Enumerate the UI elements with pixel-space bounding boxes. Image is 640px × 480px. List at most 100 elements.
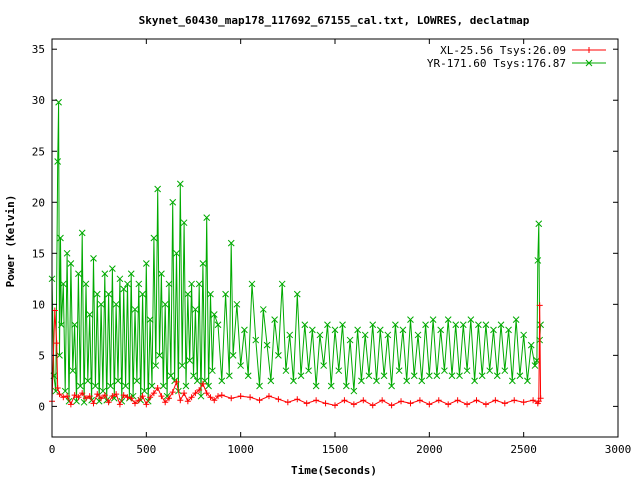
data-point [135, 280, 143, 288]
data-point [369, 402, 376, 409]
data-point [297, 372, 305, 380]
data-point [369, 321, 377, 329]
legend-swatch-marker [585, 59, 593, 67]
data-point [473, 397, 480, 404]
data-point [418, 377, 426, 385]
data-point [350, 401, 357, 408]
data-point [282, 367, 290, 375]
data-point [373, 377, 380, 385]
data-point [426, 401, 433, 408]
data-point [437, 326, 445, 334]
data-point [520, 331, 528, 339]
x-tick-label: 2500 [510, 443, 537, 456]
data-point [154, 185, 162, 193]
data-point [186, 357, 194, 364]
series-line [51, 102, 542, 403]
data-point [84, 377, 92, 385]
data-point [69, 367, 77, 375]
data-point [147, 394, 154, 401]
data-point [524, 377, 531, 385]
data-point [284, 399, 291, 406]
x-tick-label: 3000 [605, 443, 632, 456]
data-point [527, 341, 535, 349]
data-point [398, 398, 405, 405]
data-point [97, 300, 105, 308]
data-point [107, 382, 114, 390]
data-point [150, 390, 157, 397]
data-point [173, 249, 180, 257]
data-point [441, 367, 448, 375]
data-point [131, 306, 139, 313]
legend-swatch-marker [586, 47, 592, 53]
data-point [78, 229, 86, 237]
data-point [379, 397, 386, 404]
data-point [116, 401, 123, 408]
data-point [207, 290, 214, 298]
data-point [290, 377, 297, 385]
data-point [456, 372, 463, 380]
data-point [90, 400, 97, 407]
data-point [354, 326, 361, 334]
data-point [275, 396, 282, 403]
x-tick-label: 500 [136, 443, 156, 456]
data-point [275, 352, 282, 359]
data-point [536, 302, 543, 309]
data-point [535, 398, 542, 405]
data-point [122, 382, 129, 390]
data-point [54, 158, 62, 165]
data-point [56, 391, 63, 398]
data-point [214, 321, 222, 329]
data-point [414, 331, 422, 339]
data-point [98, 395, 105, 402]
data-point [416, 397, 423, 404]
data-point [53, 340, 60, 347]
data-point [360, 397, 367, 404]
data-point [139, 290, 146, 298]
data-point [534, 257, 542, 264]
data-point [82, 280, 90, 288]
series-xl [49, 302, 544, 409]
data-point [124, 394, 131, 401]
y-tick-label: 20 [32, 196, 45, 209]
data-point [222, 290, 229, 298]
data-point [271, 316, 278, 323]
data-point [199, 260, 207, 267]
data-point [205, 382, 212, 390]
data-point [161, 300, 169, 308]
data-point [244, 372, 252, 380]
data-point [114, 377, 122, 385]
y-tick-label: 30 [32, 94, 45, 107]
data-point [64, 393, 71, 400]
data-point [247, 394, 254, 401]
data-point [471, 377, 478, 385]
data-point [188, 394, 195, 401]
data-point [218, 377, 226, 385]
data-point [162, 399, 169, 406]
data-point [120, 285, 128, 293]
data-point [320, 362, 328, 369]
data-point [127, 270, 135, 278]
data-point [293, 290, 301, 298]
data-point [278, 280, 286, 288]
data-point [178, 362, 186, 369]
data-point [467, 316, 475, 323]
data-point [143, 401, 150, 408]
data-point [225, 372, 233, 380]
data-point [429, 316, 437, 323]
data-point [146, 316, 154, 323]
data-point [322, 400, 329, 407]
data-point [452, 321, 460, 329]
y-axis-label: Power (Kelvin) [4, 195, 17, 288]
ticks-layer: 0 500 1000 1500 2000 2500 3000 0 5 10 15 20 25 30 35 [32, 39, 632, 456]
data-point [56, 352, 63, 359]
data-point [459, 321, 467, 329]
x-tick-label: 0 [49, 443, 56, 456]
data-point [54, 385, 61, 392]
data-point [94, 391, 101, 398]
data-point [435, 397, 442, 404]
data-point [92, 382, 99, 390]
data-point [511, 397, 518, 404]
data-point [128, 395, 135, 402]
data-point [207, 394, 214, 401]
data-point [79, 390, 86, 397]
